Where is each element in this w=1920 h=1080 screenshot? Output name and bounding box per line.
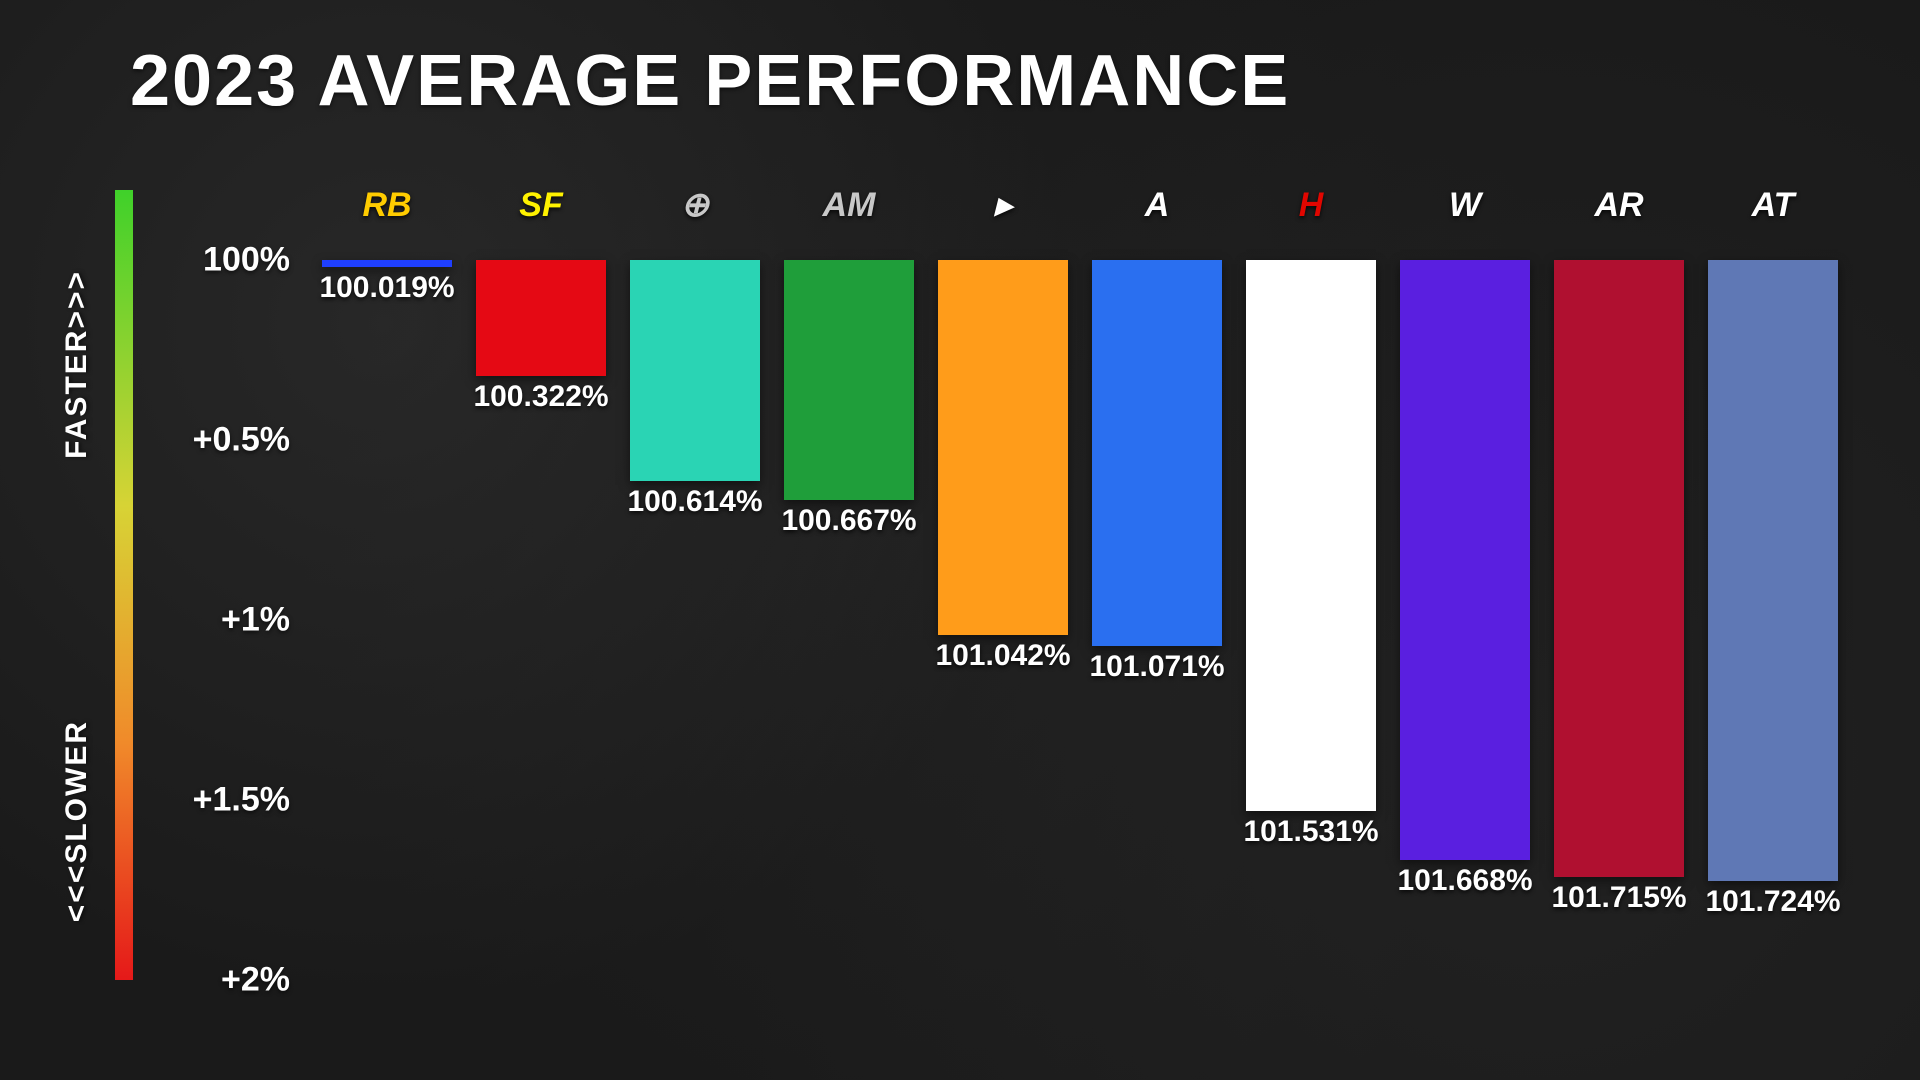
speed-gradient-bar [115, 190, 133, 980]
redbull-bar [322, 260, 451, 267]
team-col-alphatauri: AT101.724% [1696, 190, 1850, 980]
redbull-value-label: 100.019% [319, 271, 454, 305]
axis-label-faster: FASTER>>> [60, 270, 94, 459]
haas-value-label: 101.531% [1243, 815, 1378, 849]
astonmartin-logo-icon: AM [823, 180, 876, 230]
chart-title: 2023 AVERAGE PERFORMANCE [130, 40, 1290, 122]
team-col-mclaren: ▸101.042% [926, 190, 1080, 980]
mclaren-bar [938, 260, 1067, 635]
williams-bar [1400, 260, 1529, 860]
astonmartin-value-label: 100.667% [781, 504, 916, 538]
team-col-ferrari: SF100.322% [464, 190, 618, 980]
alpine-bar [1092, 260, 1221, 646]
alpine-value-label: 101.071% [1089, 650, 1224, 684]
team-col-astonmartin: AM100.667% [772, 190, 926, 980]
mclaren-value-label: 101.042% [935, 639, 1070, 673]
team-col-redbull: RB100.019% [310, 190, 464, 980]
alphatauri-bar [1708, 260, 1837, 881]
haas-bar [1246, 260, 1375, 811]
plot-area: RB100.019%SF100.322%⊕100.614%AM100.667%▸… [310, 190, 1850, 980]
redbull-logo-icon: RB [362, 180, 411, 230]
mercedes-bar [630, 260, 759, 481]
performance-chart: RB100.019%SF100.322%⊕100.614%AM100.667%▸… [180, 190, 1880, 980]
axis-label-slower: <<<SLOWER [60, 720, 94, 922]
ferrari-value-label: 100.322% [473, 380, 608, 414]
haas-logo-icon: H [1299, 180, 1324, 230]
alfaromeo-bar [1554, 260, 1683, 877]
alfaromeo-value-label: 101.715% [1551, 881, 1686, 915]
team-col-williams: W101.668% [1388, 190, 1542, 980]
team-col-mercedes: ⊕100.614% [618, 190, 772, 980]
ytick: +1.5% [180, 781, 290, 820]
team-col-alfaromeo: AR101.715% [1542, 190, 1696, 980]
alfaromeo-logo-icon: AR [1594, 180, 1643, 230]
alpine-logo-icon: A [1145, 180, 1170, 230]
astonmartin-bar [784, 260, 913, 500]
ferrari-logo-icon: SF [519, 180, 562, 230]
ytick: 100% [180, 241, 290, 280]
williams-value-label: 101.668% [1397, 864, 1532, 898]
williams-logo-icon: W [1449, 180, 1481, 230]
ytick: +1% [180, 601, 290, 640]
ferrari-bar [476, 260, 605, 376]
alphatauri-logo-icon: AT [1752, 180, 1795, 230]
mercedes-value-label: 100.614% [627, 485, 762, 519]
alphatauri-value-label: 101.724% [1705, 885, 1840, 919]
mclaren-logo-icon: ▸ [994, 180, 1011, 230]
team-col-haas: H101.531% [1234, 190, 1388, 980]
team-col-alpine: A101.071% [1080, 190, 1234, 980]
ytick: +2% [180, 961, 290, 1000]
mercedes-logo-icon: ⊕ [681, 180, 710, 230]
ytick: +0.5% [180, 421, 290, 460]
